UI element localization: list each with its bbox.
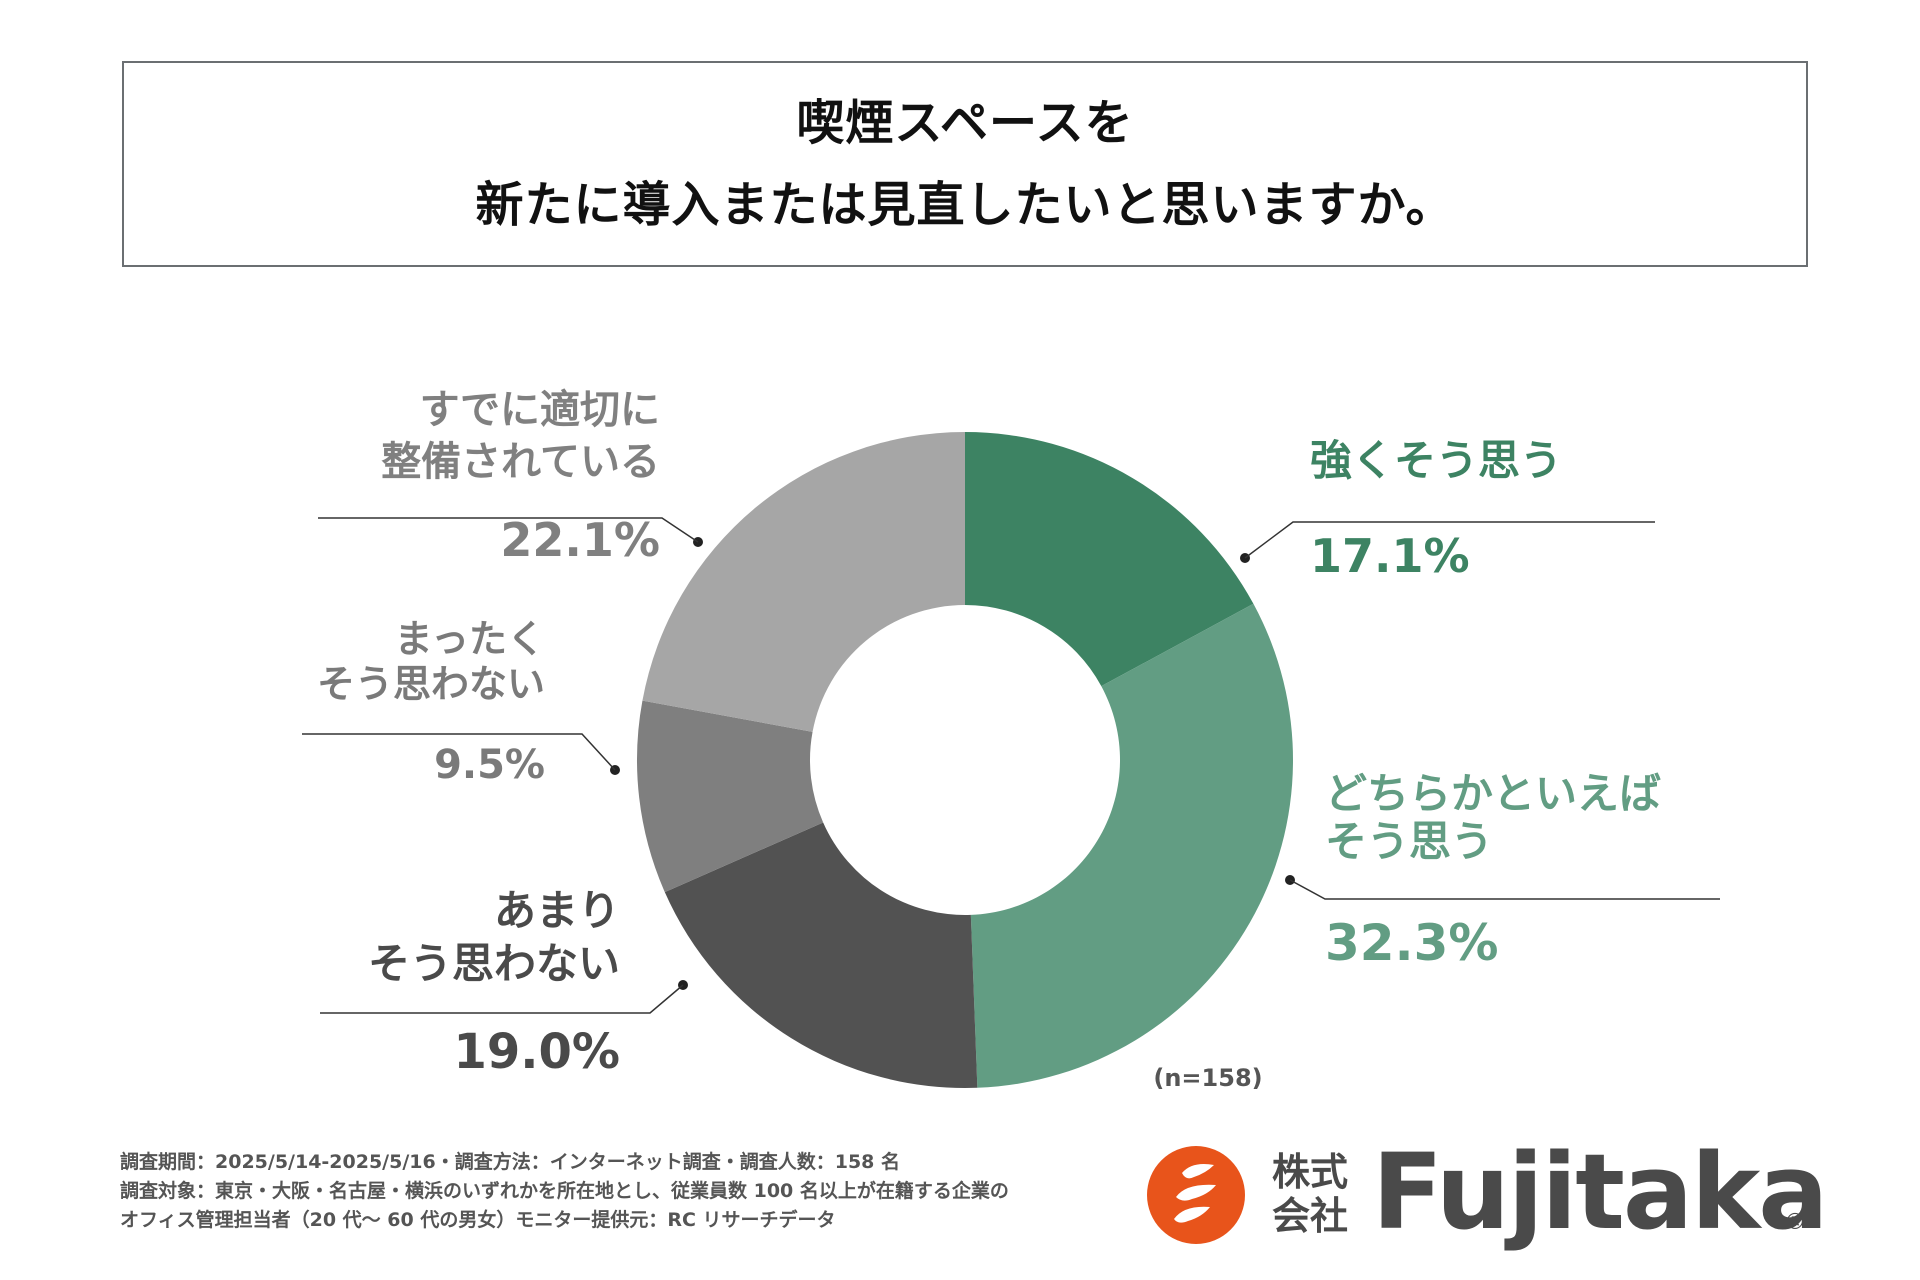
logo-wordmark: Fujitaka: [1372, 1131, 1828, 1253]
chart-slices: [637, 432, 1294, 1088]
category-label-strongly-agree-1: 強くそう思う: [1310, 436, 1562, 485]
logo-kanji: 株式 会社: [1272, 1150, 1348, 1238]
value-label-strongly-agree: 17.1%: [1310, 529, 1470, 583]
leader-line-somewhat-agree: [1289, 879, 1720, 900]
value-label-somewhat-agree: 32.3%: [1325, 914, 1498, 972]
value-label-strongly-disagree: 9.5%: [434, 742, 545, 788]
title-line-1: 喫煙スペースを: [796, 95, 1134, 151]
survey-note-3: オフィス管理担当者（20 代～ 60 代の男女）モニター提供元：RC リサーチデ…: [120, 1209, 836, 1231]
leader-line-already-adequate: [318, 517, 699, 543]
survey-note-1: 調査期間：2025/5/14-2025/5/16・調査方法：インターネット調査・…: [120, 1151, 901, 1173]
category-label-strongly-disagree-1: まったく: [395, 617, 545, 661]
survey-note-2: 調査対象：東京・大阪・名古屋・横浜のいずれかを所在地とし、従業員数 100 名以…: [120, 1180, 1009, 1202]
slice-strongly-disagree: [637, 700, 824, 893]
value-label-somewhat-disagree: 19.0%: [453, 1024, 620, 1080]
slice-somewhat-agree: [970, 603, 1294, 1088]
slice-already-adequate: [642, 432, 965, 732]
title-box: 喫煙スペースを 新たに導入または見直したいと思いますか。: [122, 61, 1808, 267]
category-label-somewhat-disagree-2: そう思わない: [368, 939, 620, 988]
fujitaka-logo-icon: [1147, 1146, 1245, 1244]
registered-mark: ®: [1784, 1210, 1806, 1235]
category-label-already-adequate-2: 整備されている: [381, 439, 660, 485]
category-label-strongly-disagree-2: そう思わない: [317, 662, 545, 706]
category-label-somewhat-agree-2: そう思う: [1325, 817, 1493, 866]
leader-line-somewhat-disagree: [320, 984, 684, 1014]
donut-chart: 強くそう思う17.1%どちらかといえばそう思う32.3%あまりそう思わない19.…: [302, 387, 1720, 1092]
category-label-already-adequate-1: すでに適切に: [420, 387, 660, 433]
category-label-somewhat-agree-1: どちらかといえば: [1325, 769, 1661, 818]
title-line-2: 新たに導入または見直したいと思いますか。: [475, 177, 1455, 233]
slice-strongly-agree: [965, 432, 1254, 687]
slice-somewhat-disagree: [664, 822, 978, 1088]
value-label-already-adequate: 22.1%: [500, 513, 660, 567]
sample-size-label: (n=158): [1153, 1064, 1262, 1092]
leader-line-strongly-agree: [1244, 521, 1655, 559]
chart-labels: 強くそう思う17.1%どちらかといえばそう思う32.3%あまりそう思わない19.…: [302, 387, 1720, 1080]
category-label-somewhat-disagree-1: あまり: [494, 886, 620, 935]
logo-kanji-line-2: 会社: [1272, 1194, 1349, 1238]
leader-line-strongly-disagree: [302, 733, 616, 771]
logo-kanji-line-1: 株式: [1272, 1150, 1349, 1194]
